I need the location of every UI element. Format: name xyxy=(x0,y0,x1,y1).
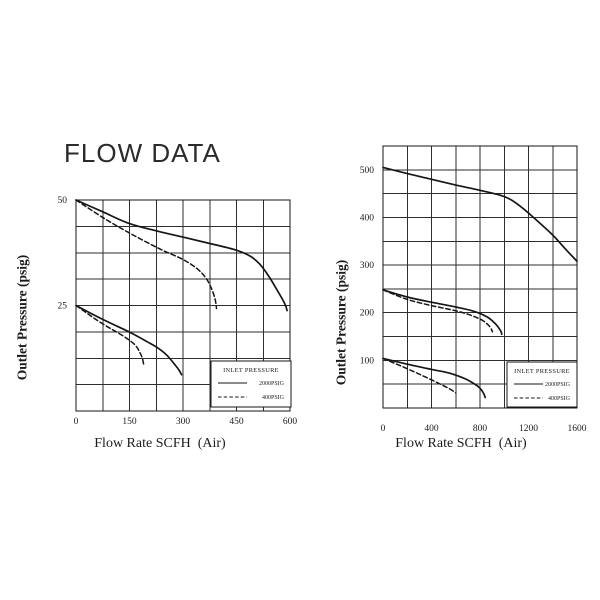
legend-title: INLET PRESSURE xyxy=(514,368,570,375)
curve-solid xyxy=(382,357,487,399)
curve-dashed xyxy=(382,289,494,333)
legend-entry-label: 2000PSIG xyxy=(259,381,285,387)
x-tick-label: 800 xyxy=(473,424,488,434)
right-chart: 500 400 300 200 100 0 400 800 1200 1600 INLET PRES… xyxy=(360,145,587,434)
curve-solid xyxy=(382,289,503,336)
legend-entry-label: 400PSIG xyxy=(548,396,571,402)
series-curves xyxy=(382,166,578,399)
x-tick-label: 0 xyxy=(381,424,386,434)
left-chart-y-axis-title: Outlet Pressure (psig) xyxy=(14,254,30,381)
legend: INLET PRESSURE 2000PSIG 400PSIG xyxy=(506,361,578,408)
legend-box xyxy=(506,361,578,408)
curve-dashed xyxy=(75,199,218,310)
x-tick-label: 1600 xyxy=(568,424,587,434)
right-chart-y-axis-title: Outlet Pressure (psig) xyxy=(333,259,349,386)
x-tick-label: 300 xyxy=(176,417,191,427)
legend: INLET PRESSURE 2000PSIG 400PSIG xyxy=(210,360,292,408)
curve-dashed xyxy=(75,304,145,367)
legend-box xyxy=(210,360,292,408)
x-tick-label: 400 xyxy=(424,424,439,434)
right-chart-x-axis-title: Flow Rate SCFH (Air) xyxy=(395,436,527,451)
x-tick-label: 600 xyxy=(283,417,298,427)
legend-entry-label: 400PSIG xyxy=(262,395,285,401)
x-tick-label: 450 xyxy=(229,417,244,427)
x-tick-label: 0 xyxy=(74,417,79,427)
plot-border xyxy=(382,145,578,409)
legend-entry-label: 2000PSIG xyxy=(545,382,571,388)
y-tick-label: 300 xyxy=(360,261,375,271)
y-tick-label: 500 xyxy=(360,166,375,176)
curve-dashed xyxy=(382,357,457,394)
legend-title: INLET PRESSURE xyxy=(223,367,279,374)
curve-solid xyxy=(75,304,183,376)
curve-solid xyxy=(75,199,288,312)
figure-title: FLOW DATA xyxy=(64,138,221,168)
y-tick-label: 200 xyxy=(360,309,375,319)
curve-solid xyxy=(382,166,578,263)
x-tick-label: 1200 xyxy=(519,424,538,434)
series-curves xyxy=(75,199,288,376)
x-tick-label: 150 xyxy=(122,417,137,427)
y-tick-label: 100 xyxy=(360,356,375,366)
y-tick-label: 50 xyxy=(58,196,68,206)
y-tick-label: 400 xyxy=(360,213,375,223)
left-chart: 50 25 0 150 300 450 600 INLET PRESSURE 2000PSIG 4… xyxy=(58,196,298,427)
left-chart-x-axis-title: Flow Rate SCFH (Air) xyxy=(94,436,226,451)
y-tick-label: 25 xyxy=(58,302,68,312)
